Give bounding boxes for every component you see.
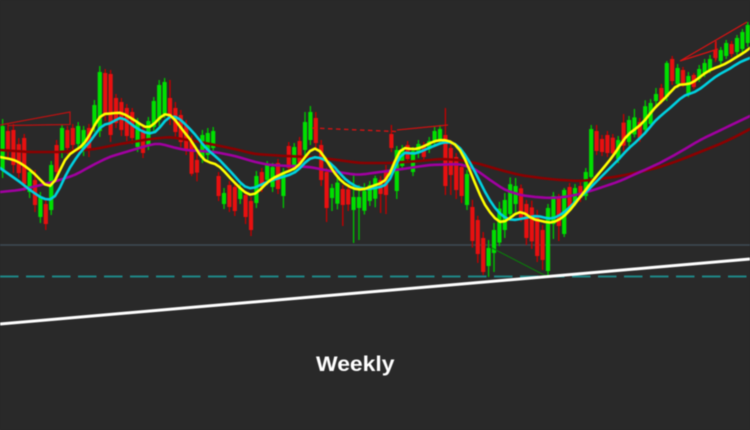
svg-text:Weekly: Weekly <box>316 352 395 376</box>
